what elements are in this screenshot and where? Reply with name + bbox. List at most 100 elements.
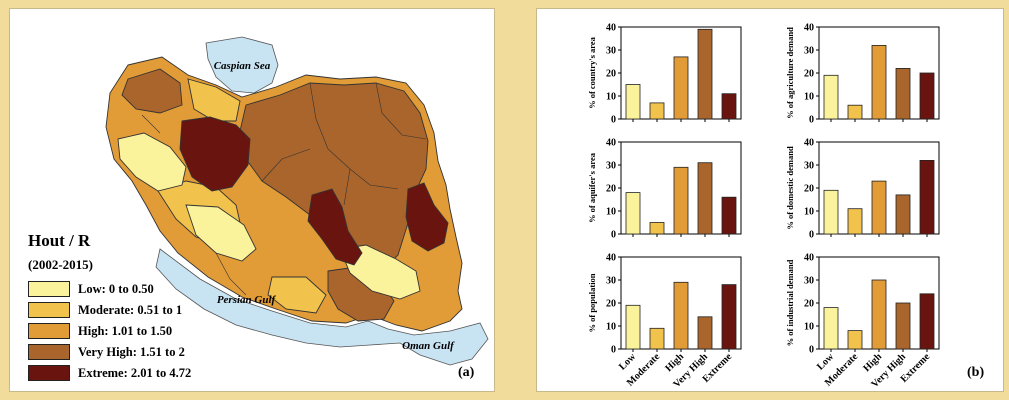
bar-moderate — [649, 102, 665, 120]
y-tick-label: 40 — [804, 23, 814, 34]
bar-chart-3: 0 10 20 30 40 % of aquifer's area — [587, 138, 742, 241]
bar-chart-4: 0 10 20 30 40 % of domestic demand — [785, 138, 940, 241]
panel-label-a: (a) — [458, 365, 475, 380]
y-tick-label: 30 — [804, 46, 814, 57]
bar-moderate — [649, 222, 665, 235]
y-axis-label: % of agriculture demand — [785, 27, 795, 119]
bar-low — [625, 192, 641, 235]
y-tick-label: 0 — [611, 115, 616, 126]
y-tick-label: 30 — [606, 46, 616, 57]
y-tick-label: 10 — [606, 207, 616, 218]
y-axis-label: % of country's area — [587, 36, 597, 109]
legend-swatch-moderate — [28, 302, 70, 318]
y-tick-label: 20 — [606, 299, 616, 310]
y-tick-label: 20 — [804, 184, 814, 195]
y-tick-label: 40 — [606, 23, 616, 34]
bar-extreme — [721, 284, 737, 350]
bar-moderate — [847, 104, 863, 120]
region-moderate-south — [267, 276, 327, 314]
region-moderate-north — [187, 78, 241, 122]
region-extreme-north — [179, 116, 251, 192]
bar-very-high — [895, 68, 911, 120]
legend-item-low: Low: 0 to 0.50 — [28, 281, 228, 297]
y-axis-label: % of industrial demand — [785, 259, 795, 346]
persian-gulf-label: Persian Gulf — [217, 294, 277, 306]
y-tick-label: 40 — [804, 138, 814, 149]
bar-moderate — [847, 208, 863, 235]
bar-extreme — [919, 293, 935, 350]
y-axis-label: % of domestic demand — [785, 146, 795, 230]
y-tick-label: 40 — [606, 253, 616, 264]
bar-very-high — [895, 302, 911, 350]
legend-period: (2002-2015) — [28, 257, 93, 272]
bar-extreme — [919, 159, 935, 235]
y-tick-label: 0 — [611, 230, 616, 241]
y-tick-label: 20 — [804, 69, 814, 80]
bar-high — [871, 45, 887, 120]
iran-map: Caspian Sea Persian Gulf Oman Gulf — [105, 36, 489, 366]
charts-panel: 0 10 20 30 40 % of country's area 0 10 20 30 40 % o… — [536, 8, 1004, 392]
y-tick-label: 10 — [804, 322, 814, 333]
y-tick-label: 0 — [809, 230, 814, 241]
persian-gulf — [155, 248, 489, 366]
y-tick-label: 10 — [606, 92, 616, 103]
y-tick-label: 10 — [606, 322, 616, 333]
region-low-southwest — [185, 204, 257, 262]
basin-boundaries — [141, 82, 427, 296]
bar-high — [673, 56, 689, 120]
legend-item-moderate: Moderate: 0.51 to 1 — [28, 302, 228, 318]
bar-very-high — [697, 28, 713, 120]
y-tick-label: 20 — [606, 184, 616, 195]
y-tick-label: 40 — [606, 138, 616, 149]
bar-chart-1: 0 10 20 30 40 % of country's area — [587, 23, 742, 126]
region-very-high-northwest — [121, 68, 183, 114]
bar-chart-2: 0 10 20 30 40 % of agriculture demand — [785, 23, 940, 126]
legend-label-very-high: Very High: 1.51 to 2 — [78, 344, 185, 359]
bar-extreme — [919, 72, 935, 120]
y-tick-label: 10 — [804, 207, 814, 218]
legend-label-extreme: Extreme: 2.01 to 4.72 — [78, 365, 192, 380]
bar-moderate — [649, 327, 665, 350]
bar-very-high — [697, 316, 713, 350]
caspian-sea-label: Caspian Sea — [214, 60, 271, 72]
bar-very-high — [895, 194, 911, 235]
y-axis-label: % of population — [587, 273, 597, 332]
y-tick-label: 30 — [804, 276, 814, 287]
bar-charts: 0 10 20 30 40 % of country's area 0 10 20 30 40 % o… — [587, 23, 940, 390]
bar-low — [823, 189, 839, 235]
bar-high — [673, 166, 689, 235]
bar-low — [625, 84, 641, 120]
bar-low — [625, 304, 641, 350]
bar-low — [823, 307, 839, 350]
legend-item-very-high: Very High: 1.51 to 2 — [28, 344, 228, 360]
y-tick-label: 0 — [809, 115, 814, 126]
map-panel: Caspian Sea Persian Gulf Oman Gulf Hout … — [9, 8, 495, 392]
panel-label-b: (b) — [967, 365, 985, 380]
legend-label-high: High: 1.01 to 1.50 — [78, 323, 173, 338]
legend-item-high: High: 1.01 to 1.50 — [28, 323, 228, 339]
y-tick-label: 30 — [606, 161, 616, 172]
legend-label-moderate: Moderate: 0.51 to 1 — [78, 302, 183, 317]
bar-extreme — [721, 93, 737, 120]
region-low-southeast — [339, 244, 421, 300]
y-tick-label: 30 — [804, 161, 814, 172]
legend-swatch-extreme — [28, 365, 70, 381]
map-legend: Hout / R (2002-2015) Low: 0 to 0.50 Mode… — [28, 231, 228, 386]
region-extreme-east — [405, 182, 449, 252]
y-tick-label: 20 — [804, 299, 814, 310]
bar-high — [673, 281, 689, 350]
legend-title: Hout / R — [28, 231, 91, 250]
bar-low — [823, 74, 839, 120]
legend-item-extreme: Extreme: 2.01 to 4.72 — [28, 365, 228, 381]
y-tick-label: 0 — [611, 345, 616, 356]
bar-high — [871, 279, 887, 350]
legend-swatch-low — [28, 281, 70, 297]
y-tick-label: 10 — [804, 92, 814, 103]
region-extreme-central — [307, 188, 363, 266]
y-tick-label: 0 — [809, 345, 814, 356]
legend-swatch-high — [28, 323, 70, 339]
y-tick-label: 40 — [804, 253, 814, 264]
y-tick-label: 20 — [606, 69, 616, 80]
